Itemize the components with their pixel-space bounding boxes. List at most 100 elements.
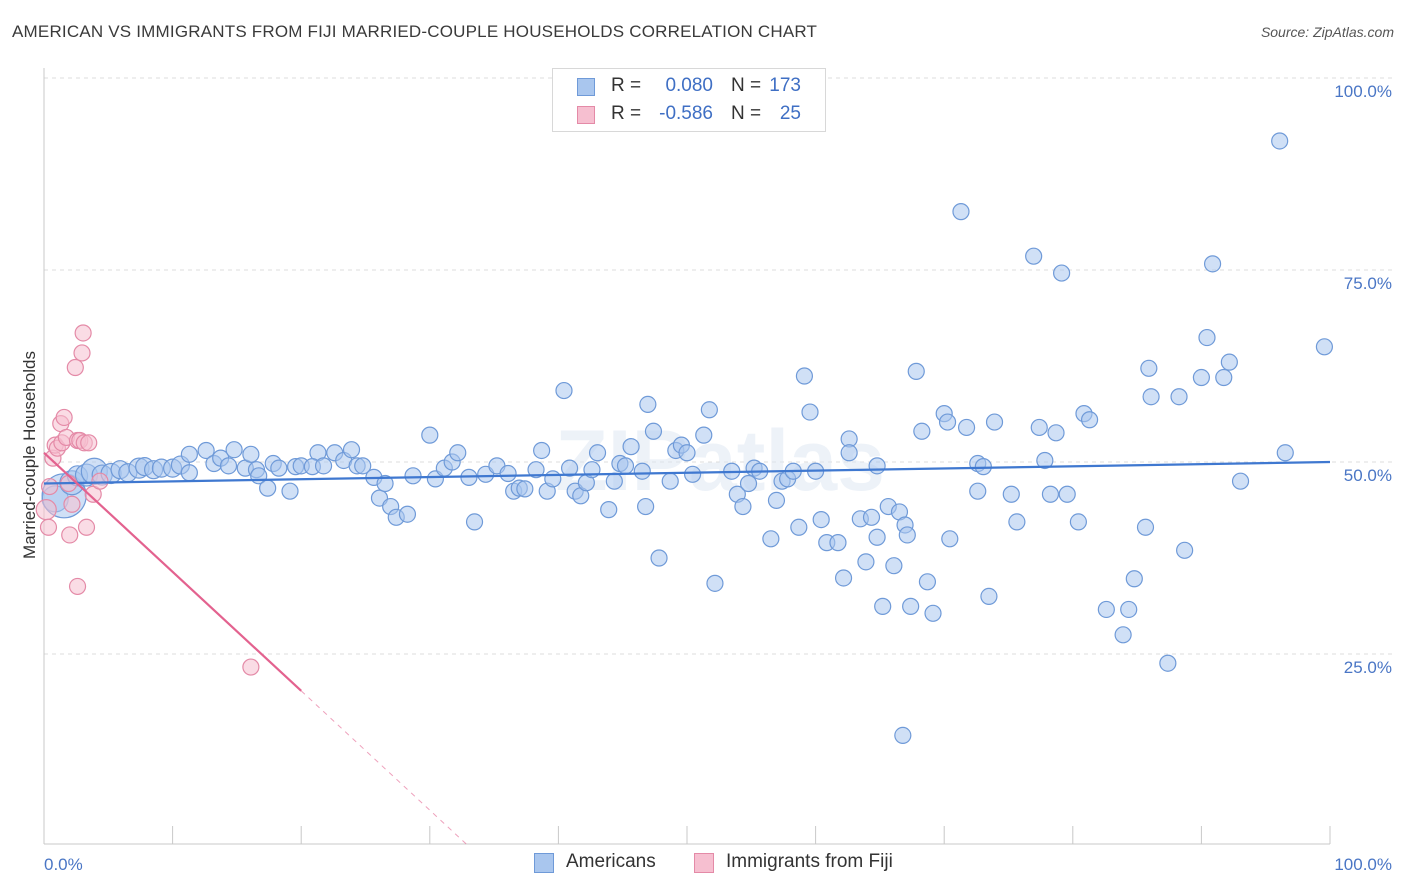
- point-americans: [1192, 368, 1211, 387]
- point-americans: [449, 444, 467, 462]
- point-americans: [868, 528, 886, 546]
- point-americans: [1025, 247, 1043, 265]
- point-americans: [857, 553, 875, 571]
- point-americans: [661, 472, 679, 490]
- point-americans: [527, 461, 545, 479]
- point-americans: [1036, 451, 1054, 470]
- point-americans: [812, 510, 830, 529]
- point-americans: [952, 203, 970, 221]
- point-americans: [840, 444, 858, 462]
- point-americans: [1041, 485, 1060, 503]
- point-americans: [225, 441, 243, 459]
- source-label: Source: ZipAtlas.com: [1260, 24, 1394, 40]
- point-americans: [834, 569, 853, 587]
- point-americans: [1125, 570, 1143, 588]
- legend-r-value: -0.586: [659, 103, 713, 124]
- point-americans: [985, 413, 1004, 431]
- point-americans: [902, 597, 920, 615]
- point-americans: [907, 362, 925, 380]
- point-americans: [180, 445, 198, 463]
- point-americans: [1215, 368, 1233, 387]
- point-americans: [644, 422, 663, 440]
- point-americans: [885, 557, 903, 575]
- y-axis-label: Married-couple Households: [20, 351, 39, 559]
- point-fiji: [55, 408, 73, 427]
- point-americans: [913, 422, 931, 440]
- point-fiji: [61, 526, 79, 544]
- point-americans: [219, 457, 238, 475]
- point-americans: [281, 482, 299, 500]
- point-americans: [499, 464, 517, 483]
- trend-line-americans: [43, 460, 1331, 485]
- point-fiji: [66, 358, 84, 377]
- point-americans: [1140, 359, 1158, 377]
- legend-label-americans: Americans: [566, 851, 656, 872]
- point-americans: [980, 587, 998, 606]
- point-americans: [600, 501, 618, 519]
- point-americans: [270, 459, 288, 477]
- point-americans: [516, 480, 534, 498]
- trend-line-fiji-extrapolated: [300, 690, 469, 847]
- point-americans: [398, 505, 417, 523]
- point-americans: [700, 401, 718, 419]
- point-americans: [342, 441, 361, 459]
- point-americans: [1058, 485, 1076, 503]
- point-americans: [695, 426, 713, 444]
- point-americans: [874, 597, 892, 615]
- legend-swatch-americans: [534, 853, 554, 873]
- point-americans: [605, 472, 623, 490]
- point-fiji: [77, 518, 96, 536]
- point-americans: [544, 470, 562, 488]
- legend-n-value: 173: [769, 75, 801, 96]
- point-americans: [767, 491, 786, 509]
- point-americans: [1271, 132, 1289, 150]
- point-americans: [938, 413, 957, 431]
- point-americans: [465, 513, 484, 531]
- point-americans: [180, 464, 198, 482]
- legend-swatch-fiji: [694, 853, 714, 873]
- point-americans: [706, 574, 724, 592]
- point-americans: [560, 459, 579, 477]
- x-tick-labels: 0.0% 100.0%: [44, 855, 1392, 874]
- point-americans: [1220, 353, 1238, 371]
- point-americans: [1170, 388, 1188, 406]
- point-americans: [259, 479, 277, 497]
- point-americans: [941, 530, 959, 548]
- y-tick-label: 25.0%: [1344, 658, 1392, 677]
- point-americans: [868, 457, 886, 475]
- point-americans: [1002, 485, 1020, 503]
- point-americans: [683, 465, 702, 483]
- legend-r-value: 0.080: [665, 75, 713, 96]
- point-americans: [924, 604, 942, 622]
- point-americans: [1198, 328, 1216, 347]
- point-americans: [678, 444, 696, 462]
- legend-label-fiji: Immigrants from Fiji: [726, 851, 893, 872]
- point-fiji: [91, 472, 109, 490]
- legend-row-americans: R = 0.080 N = 173: [553, 73, 825, 101]
- point-americans: [1159, 654, 1177, 672]
- point-americans: [622, 438, 640, 456]
- legend-row-fiji: R = -0.586 N = 25: [553, 101, 825, 129]
- point-americans: [1203, 255, 1222, 273]
- series-fiji: [35, 324, 260, 676]
- point-americans: [421, 426, 439, 444]
- x-tick-label: 0.0%: [44, 855, 83, 874]
- legend-n-label: N =: [731, 103, 762, 124]
- y-tick-label: 100.0%: [1334, 82, 1392, 101]
- point-americans: [616, 457, 635, 475]
- point-americans: [1069, 513, 1087, 531]
- point-fiji: [242, 658, 260, 676]
- y-tick-labels: 25.0% 50.0% 75.0% 100.0%: [1334, 82, 1392, 677]
- point-americans: [533, 441, 551, 460]
- point-americans: [637, 497, 655, 516]
- trend-lines: [43, 451, 1331, 847]
- point-americans: [1080, 411, 1099, 429]
- point-americans: [633, 462, 651, 480]
- point-fiji: [74, 324, 92, 342]
- trend-line-fiji: [43, 451, 302, 692]
- point-americans: [1053, 264, 1071, 282]
- point-americans: [1136, 518, 1155, 536]
- axes: [43, 68, 1331, 845]
- point-fiji: [39, 518, 58, 536]
